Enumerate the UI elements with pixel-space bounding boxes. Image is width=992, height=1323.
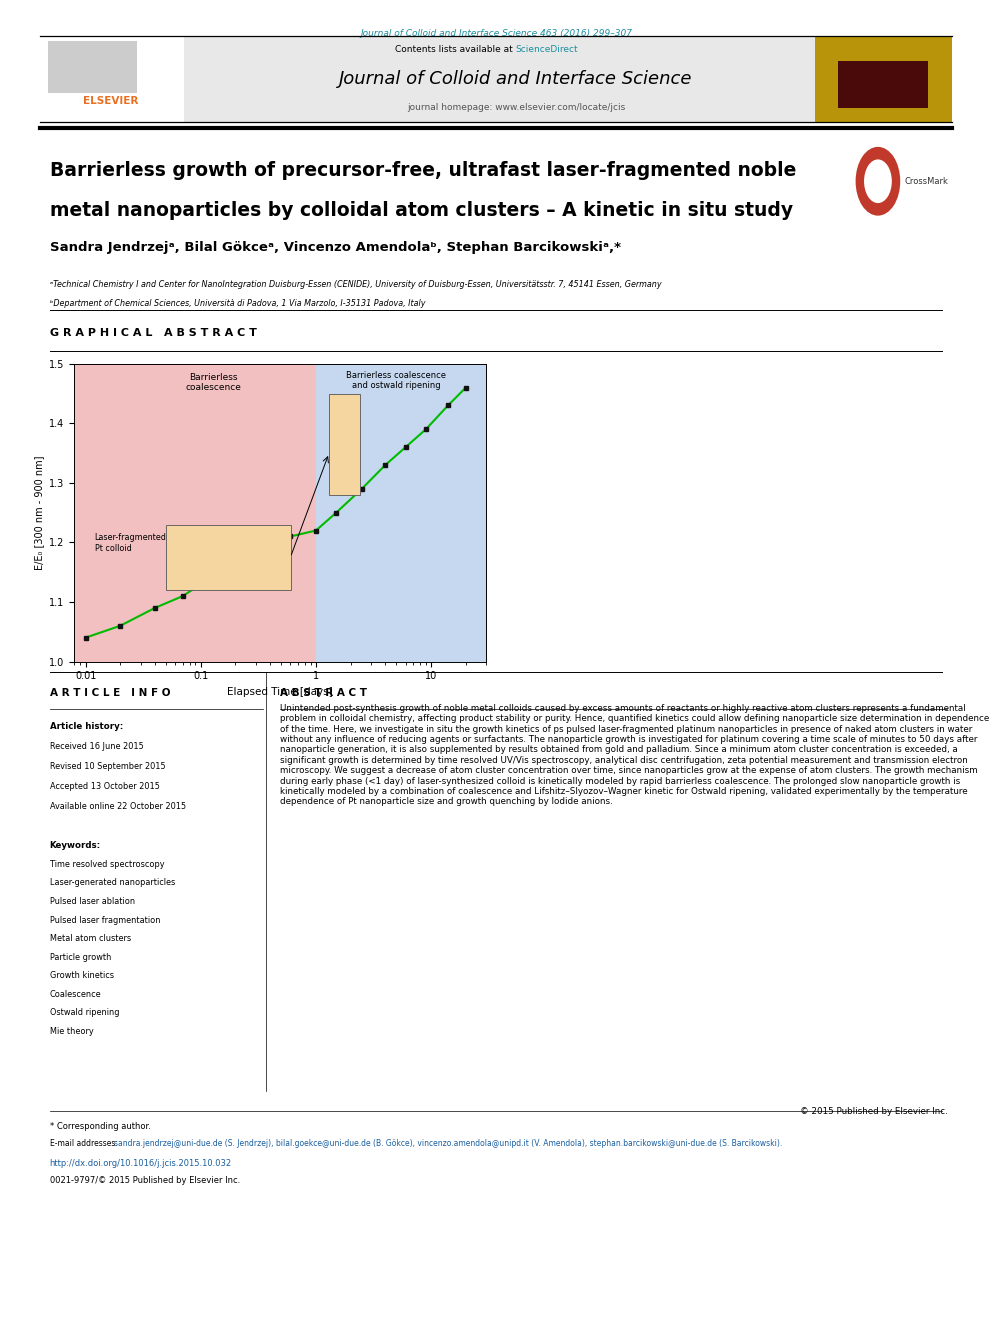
Text: ELSEVIER: ELSEVIER	[83, 95, 139, 106]
Text: © 2015 Published by Elsevier Inc.: © 2015 Published by Elsevier Inc.	[800, 1106, 947, 1115]
Text: Unintended post-synthesis growth of noble metal colloids caused by excess amount: Unintended post-synthesis growth of nobl…	[280, 704, 989, 807]
FancyBboxPatch shape	[166, 524, 292, 590]
Text: Coalescence: Coalescence	[50, 990, 101, 999]
Text: Article history:: Article history:	[50, 722, 123, 732]
Text: A B S T R A C T: A B S T R A C T	[280, 688, 367, 699]
Text: metal nanoparticles by colloidal atom clusters – A kinetic in situ study: metal nanoparticles by colloidal atom cl…	[50, 201, 793, 220]
Text: Barrierless coalescence
and ostwald ripening: Barrierless coalescence and ostwald ripe…	[346, 370, 446, 390]
Text: Available online 22 October 2015: Available online 22 October 2015	[50, 802, 186, 811]
Text: sandra.jendrzej@uni-due.de (S. Jendrzej), bilal.goekce@uni-due.de (B. Gökce), vi: sandra.jendrzej@uni-due.de (S. Jendrzej)…	[114, 1139, 783, 1148]
Text: A R T I C L E   I N F O: A R T I C L E I N F O	[50, 688, 170, 699]
Y-axis label: E/E₀ [300 nm - 900 nm]: E/E₀ [300 nm - 900 nm]	[34, 455, 44, 570]
Text: Barrierless
coalescence: Barrierless coalescence	[186, 373, 242, 392]
Text: Accepted 13 October 2015: Accepted 13 October 2015	[50, 782, 160, 791]
Ellipse shape	[864, 159, 892, 202]
Bar	[40, 36, 952, 122]
Text: E-mail addresses:: E-mail addresses:	[50, 1139, 120, 1148]
Text: Keywords:: Keywords:	[50, 841, 101, 851]
Text: Journal of Colloid and Interface Science: Journal of Colloid and Interface Science	[339, 70, 692, 87]
Text: Sandra Jendrzejᵃ, Bilal Gökceᵃ, Vincenzo Amendolaᵇ, Stephan Barcikowskiᵃ,*: Sandra Jendrzejᵃ, Bilal Gökceᵃ, Vincenzo…	[50, 241, 621, 254]
Bar	[815, 36, 952, 122]
Bar	[48, 41, 137, 93]
Text: Received 16 June 2015: Received 16 June 2015	[50, 742, 144, 751]
X-axis label: Elapsed Time [days]: Elapsed Time [days]	[227, 687, 333, 697]
Text: Time resolved spectroscopy: Time resolved spectroscopy	[50, 860, 164, 869]
Text: G R A P H I C A L   A B S T R A C T: G R A P H I C A L A B S T R A C T	[50, 328, 257, 339]
Text: ᵇDepartment of Chemical Sciences, Università di Padova, 1 Via Marzolo, I-35131 P: ᵇDepartment of Chemical Sciences, Univer…	[50, 299, 426, 308]
Text: Pulsed laser ablation: Pulsed laser ablation	[50, 897, 135, 906]
Text: Growth kinetics: Growth kinetics	[50, 971, 114, 980]
Text: 0021-9797/© 2015 Published by Elsevier Inc.: 0021-9797/© 2015 Published by Elsevier I…	[50, 1176, 240, 1185]
Text: Pulsed laser fragmentation: Pulsed laser fragmentation	[50, 916, 160, 925]
Text: Laser-generated nanoparticles: Laser-generated nanoparticles	[50, 878, 175, 888]
Bar	[40, 36, 184, 122]
Text: CrossMark: CrossMark	[905, 177, 948, 185]
FancyBboxPatch shape	[329, 394, 360, 495]
Text: Revised 10 September 2015: Revised 10 September 2015	[50, 762, 166, 771]
Text: Mie theory: Mie theory	[50, 1027, 93, 1036]
Text: Metal atom clusters: Metal atom clusters	[50, 934, 131, 943]
Text: Laser-fragmented
Pt colloid: Laser-fragmented Pt colloid	[94, 533, 167, 553]
Bar	[74, 364, 315, 662]
Ellipse shape	[855, 147, 901, 216]
Text: ᵃTechnical Chemistry I and Center for NanoIntegration Duisburg-Essen (CENIDE), U: ᵃTechnical Chemistry I and Center for Na…	[50, 280, 662, 290]
Text: Barrierless growth of precursor-free, ultrafast laser-fragmented noble: Barrierless growth of precursor-free, ul…	[50, 161, 796, 180]
Text: * Corresponding author.: * Corresponding author.	[50, 1122, 151, 1131]
Text: Ostwald ripening: Ostwald ripening	[50, 1008, 119, 1017]
Bar	[838, 61, 928, 108]
Text: journal homepage: www.elsevier.com/locate/jcis: journal homepage: www.elsevier.com/locat…	[407, 103, 625, 112]
Text: ScienceDirect: ScienceDirect	[516, 45, 578, 54]
Text: http://dx.doi.org/10.1016/j.jcis.2015.10.032: http://dx.doi.org/10.1016/j.jcis.2015.10…	[50, 1159, 232, 1168]
Text: Particle growth: Particle growth	[50, 953, 111, 962]
Text: Contents lists available at: Contents lists available at	[395, 45, 516, 54]
Text: Journal of Colloid and Interface Science 463 (2016) 299–307: Journal of Colloid and Interface Science…	[360, 29, 632, 38]
